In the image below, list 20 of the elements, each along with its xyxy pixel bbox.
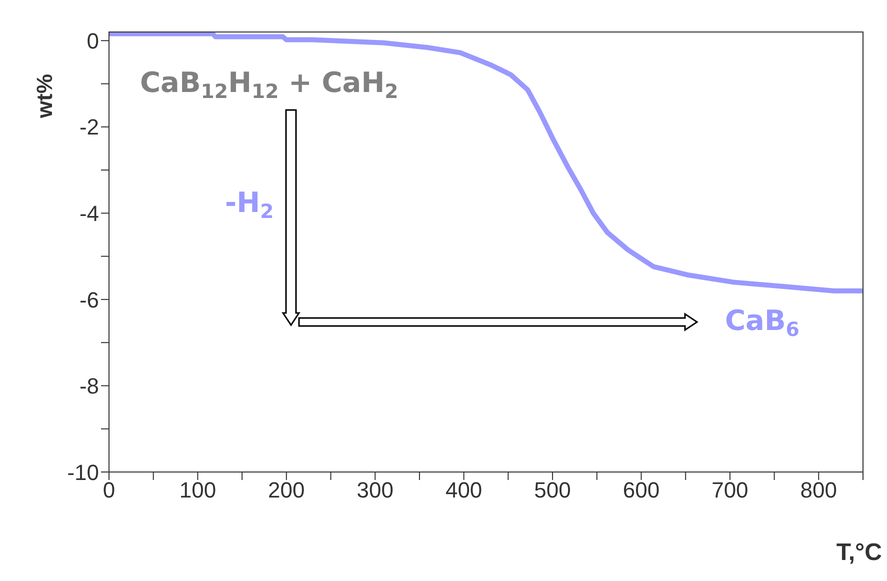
y-tick-label: -2 xyxy=(79,114,99,140)
y-tick-label: -6 xyxy=(79,287,99,312)
x-tick-label: 400 xyxy=(445,478,482,503)
x-tick-label: 100 xyxy=(179,478,216,503)
x-tick-label: 700 xyxy=(712,478,748,503)
x-tick-label: 600 xyxy=(622,478,660,503)
y-axis-title: wt% xyxy=(32,74,57,119)
x-axis-title: T,°C xyxy=(836,539,882,566)
x-tick-label: 200 xyxy=(268,478,305,503)
y-tick-label: -4 xyxy=(79,200,99,226)
y-tick-label: -8 xyxy=(79,374,99,399)
annotation: -H$_{2}$ xyxy=(225,186,274,223)
x-tick-label: 500 xyxy=(534,478,571,503)
annotation: CaB$_{6}$ xyxy=(725,304,800,341)
y-tick-label: 0 xyxy=(86,28,99,54)
annotation: CaB$_{12}$H$_{12}$ + CaH$_{2}$ xyxy=(140,66,398,103)
x-tick-label: 0 xyxy=(102,478,116,503)
y-tick-label: -10 xyxy=(67,460,99,485)
x-tick-label: 300 xyxy=(356,478,394,503)
x-tick-label: 800 xyxy=(800,478,838,503)
